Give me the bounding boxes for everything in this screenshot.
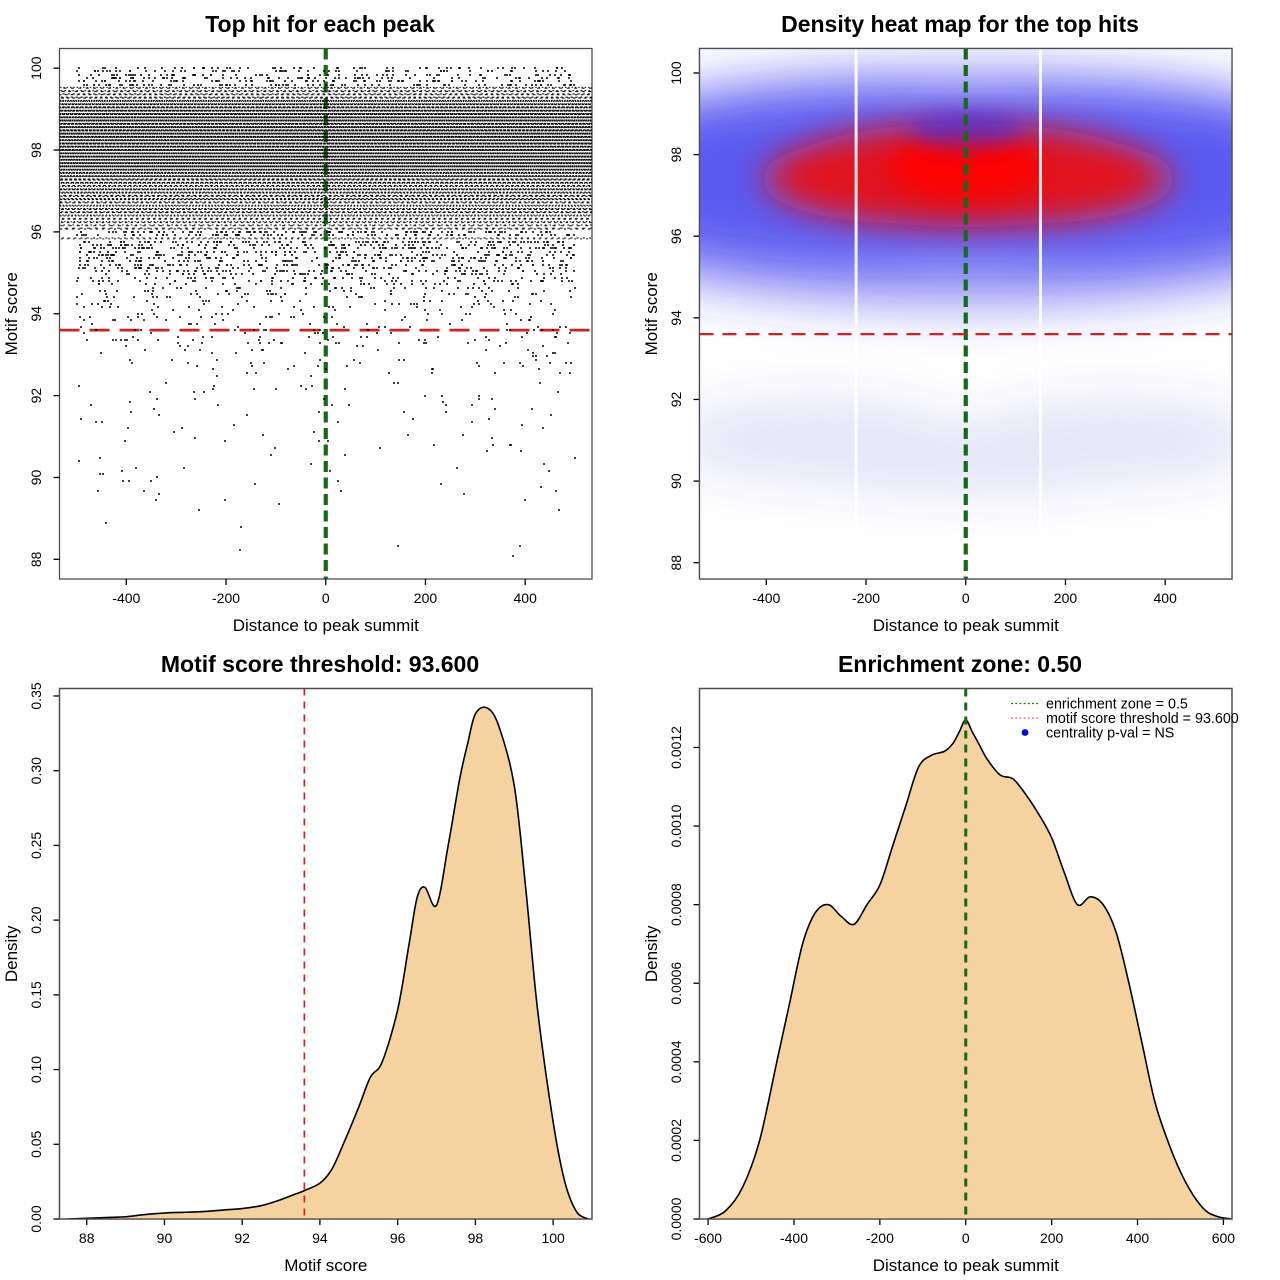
svg-text:Distance to peak summit: Distance to peak summit	[873, 616, 1059, 635]
svg-text:98: 98	[468, 1230, 484, 1246]
svg-text:98: 98	[28, 142, 44, 158]
svg-text:0: 0	[962, 590, 970, 606]
svg-text:90: 90	[157, 1230, 173, 1246]
svg-text:-600: -600	[694, 1230, 722, 1246]
svg-text:Motif score: Motif score	[642, 272, 661, 355]
svg-text:90: 90	[28, 469, 44, 485]
svg-text:400: 400	[514, 590, 538, 606]
svg-text:Motif score: Motif score	[284, 1256, 367, 1275]
svg-text:400: 400	[1126, 1230, 1150, 1246]
svg-text:88: 88	[28, 551, 44, 567]
svg-text:Enrichment zone: 0.50: Enrichment zone: 0.50	[838, 651, 1082, 677]
svg-text:96: 96	[668, 228, 684, 244]
svg-text:centrality p-val = NS: centrality p-val = NS	[1046, 725, 1174, 741]
svg-text:92: 92	[668, 391, 684, 407]
svg-text:0: 0	[962, 1230, 970, 1246]
svg-text:92: 92	[234, 1230, 250, 1246]
svg-text:Distance to peak summit: Distance to peak summit	[233, 616, 419, 635]
svg-text:96: 96	[390, 1230, 406, 1246]
svg-text:88: 88	[668, 555, 684, 571]
svg-text:Motif score threshold: 93.600: Motif score threshold: 93.600	[161, 651, 479, 677]
svg-text:0.35: 0.35	[28, 682, 44, 709]
svg-text:0.00: 0.00	[28, 1205, 44, 1232]
svg-text:98: 98	[668, 147, 684, 163]
svg-text:0.0010: 0.0010	[668, 804, 684, 847]
svg-text:0: 0	[322, 590, 330, 606]
svg-text:Density: Density	[642, 925, 661, 982]
svg-text:0.05: 0.05	[28, 1130, 44, 1157]
svg-text:Density: Density	[2, 925, 21, 982]
svg-text:0.30: 0.30	[28, 757, 44, 784]
svg-text:400: 400	[1154, 590, 1178, 606]
svg-text:Density heat map for the top h: Density heat map for the top hits	[781, 11, 1139, 37]
svg-text:88: 88	[79, 1230, 95, 1246]
svg-text:0.0006: 0.0006	[668, 962, 684, 1005]
svg-text:600: 600	[1212, 1230, 1236, 1246]
svg-text:100: 100	[541, 1230, 565, 1246]
svg-text:0.0008: 0.0008	[668, 883, 684, 926]
svg-text:-400: -400	[752, 590, 780, 606]
svg-text:0.0004: 0.0004	[668, 1040, 684, 1083]
svg-text:200: 200	[1040, 1230, 1064, 1246]
svg-text:100: 100	[28, 56, 44, 80]
svg-text:Motif score: Motif score	[2, 272, 21, 355]
svg-text:0.15: 0.15	[28, 981, 44, 1008]
svg-text:96: 96	[28, 224, 44, 240]
svg-text:200: 200	[414, 590, 438, 606]
svg-text:0.25: 0.25	[28, 832, 44, 859]
svg-text:100: 100	[668, 61, 684, 85]
svg-text:-200: -200	[852, 590, 880, 606]
svg-text:-200: -200	[212, 590, 240, 606]
svg-text:94: 94	[28, 306, 44, 322]
svg-text:200: 200	[1054, 590, 1078, 606]
svg-text:Distance to peak summit: Distance to peak summit	[873, 1256, 1059, 1275]
svg-text:-200: -200	[866, 1230, 894, 1246]
svg-text:0.0000: 0.0000	[668, 1197, 684, 1240]
svg-text:94: 94	[312, 1230, 328, 1246]
svg-text:0.20: 0.20	[28, 906, 44, 933]
svg-text:0.0012: 0.0012	[668, 726, 684, 769]
svg-text:Top hit for each peak: Top hit for each peak	[205, 11, 435, 37]
svg-text:92: 92	[28, 388, 44, 404]
svg-text:90: 90	[668, 473, 684, 489]
svg-text:-400: -400	[112, 590, 140, 606]
svg-text:-400: -400	[780, 1230, 808, 1246]
svg-text:0.0002: 0.0002	[668, 1119, 684, 1162]
svg-text:94: 94	[668, 310, 684, 326]
svg-text:0.10: 0.10	[28, 1056, 44, 1083]
